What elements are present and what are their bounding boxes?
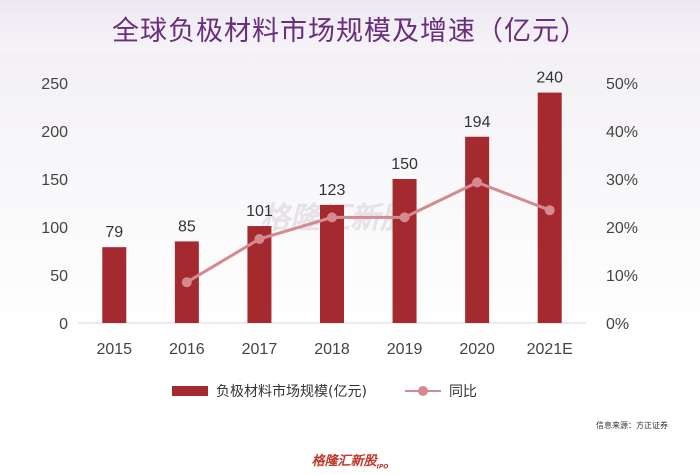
title-bar	[0, 0, 700, 52]
y-left-tick-label: 150	[41, 172, 68, 189]
growth-point	[181, 277, 192, 288]
x-tick-label: 2021E	[527, 341, 573, 358]
x-tick-label: 2016	[169, 341, 205, 358]
y-left-tick-label: 0	[59, 316, 68, 333]
y-right-tick-label: 20%	[606, 220, 638, 237]
x-tick-label: 2020	[459, 341, 495, 358]
bar-data-label: 85	[178, 218, 196, 235]
bar-data-label: 79	[105, 224, 123, 241]
growth-point	[254, 234, 265, 244]
bar-2015	[102, 247, 127, 323]
growth-line	[186, 180, 551, 284]
chart-title: 全球负极材料市场规模及增速（亿元）	[112, 16, 588, 47]
y-left-tick-label: 250	[41, 76, 68, 93]
growth-point	[472, 177, 483, 188]
x-tick-label: 2019	[387, 341, 423, 358]
y-left-tick-label: 50	[50, 268, 68, 285]
brand-sub: IPO	[376, 463, 389, 471]
bar-data-label: 240	[536, 70, 563, 87]
y-left-tick-label: 200	[41, 124, 68, 141]
legend-bar-label: 负极材料市场规模(亿元)	[216, 384, 367, 400]
y-right-tick-label: 10%	[606, 268, 638, 285]
growth-point	[399, 212, 410, 223]
legend-line-swatch	[404, 386, 441, 396]
y-right-tick-label: 40%	[606, 124, 638, 141]
bar-data-label: 194	[464, 114, 491, 131]
x-tick-label: 2018	[314, 341, 350, 358]
brand-logo: 格隆汇新股IPO	[0, 450, 700, 471]
growth-point	[327, 212, 337, 223]
y-left-tick-label: 100	[41, 220, 68, 237]
x-tick-label: 2015	[96, 341, 132, 358]
legend-line-label: 同比	[448, 384, 477, 400]
y-right-tick-label: 50%	[606, 76, 638, 93]
y-right-tick-label: 30%	[606, 172, 638, 189]
y-right-tick-label: 0%	[606, 316, 629, 333]
legend-bar-swatch	[172, 386, 208, 396]
bar-data-label: 150	[391, 156, 418, 173]
bar-2020	[465, 136, 490, 323]
brand-name: 格隆汇新股	[311, 454, 377, 469]
source-note: 信息来源：方正证券	[596, 421, 668, 430]
bar-data-label: 123	[319, 182, 346, 199]
bar-2018	[320, 204, 344, 323]
bar-2019	[392, 179, 417, 323]
legend: 负极材料市场规模(亿元) 同比	[172, 381, 477, 401]
bar-data-label: 101	[246, 203, 273, 220]
x-tick-label: 2017	[242, 341, 278, 358]
growth-point	[544, 205, 555, 216]
